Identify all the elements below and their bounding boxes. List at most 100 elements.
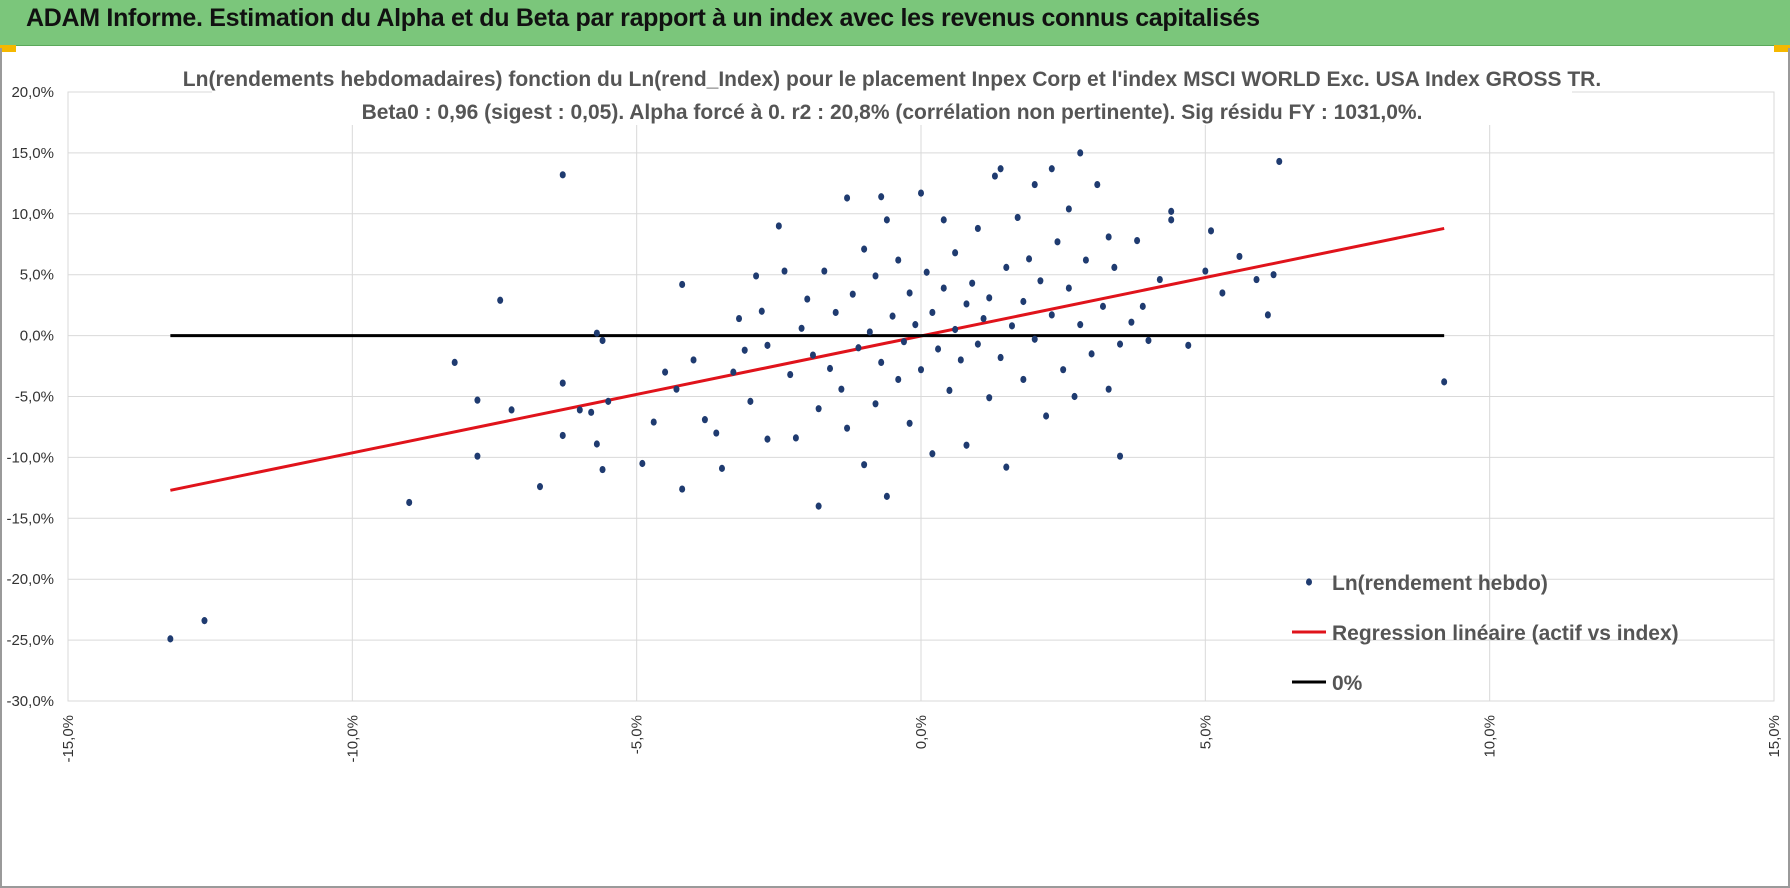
axis-layer: 20,0% 15,0% 10,0% 5,0% 0,0% -5,0% -10,0% -15,0%… <box>6 84 1783 763</box>
scatter-point <box>787 370 794 379</box>
y-tick-label: 10,0% <box>11 206 54 223</box>
scatter-point <box>1003 463 1010 471</box>
scatter-point <box>1014 213 1021 222</box>
scatter-point <box>1202 267 1209 275</box>
scatter-point <box>718 464 725 472</box>
scatter-point <box>1156 275 1163 284</box>
scatter-point <box>1048 311 1055 319</box>
chart-title-area: Ln(rendements hebdomadaires) fonction du… <box>183 63 1601 125</box>
scatter-point <box>1099 302 1106 310</box>
scatter-point <box>1088 350 1095 358</box>
scatter-point <box>559 379 566 387</box>
scatter-point <box>758 307 765 315</box>
scatter-point <box>1071 392 1078 401</box>
scatter-point <box>474 452 481 460</box>
scatter-point <box>679 280 686 289</box>
y-tick-label: -30,0% <box>6 693 54 710</box>
scatter-point <box>878 358 885 366</box>
scatter-point <box>963 300 970 308</box>
regression-line <box>170 226 1445 492</box>
scatter-point <box>980 314 987 323</box>
scatter-point <box>781 267 788 275</box>
y-tick-label: -10,0% <box>6 449 54 466</box>
scatter-point <box>1441 378 1448 386</box>
y-tick-label: -15,0% <box>6 510 54 527</box>
scatter-point <box>1048 165 1055 173</box>
scatter-point <box>1117 452 1124 460</box>
y-tick-label: 0,0% <box>20 328 54 345</box>
scatter-point <box>1208 227 1215 235</box>
y-tick-label: -20,0% <box>6 571 54 588</box>
scatter-point <box>1031 180 1038 189</box>
scatter-point <box>1077 321 1084 329</box>
scatter-point <box>1077 149 1084 157</box>
scatter-point <box>508 406 515 414</box>
x-tick-label: 5,0% <box>1197 715 1214 749</box>
scatter-point <box>861 461 868 469</box>
x-tick-label: 15,0% <box>1766 715 1783 758</box>
scatter-point <box>559 171 566 179</box>
scatter-point <box>736 314 743 323</box>
scatter-point <box>815 405 822 413</box>
chart-title: Ln(rendements hebdomadaires) fonction du… <box>183 68 1601 91</box>
legend: Ln(rendement hebdo) Regression linéaire (… <box>1292 572 1679 695</box>
scatter-point <box>1094 180 1101 189</box>
scatter-point <box>593 440 600 448</box>
scatter-point <box>747 397 754 405</box>
scatter-point <box>1105 385 1112 393</box>
scatter-point <box>764 341 771 349</box>
y-tick-label: 5,0% <box>20 267 54 284</box>
scatter-point <box>832 308 839 317</box>
scatter-point <box>798 324 805 332</box>
scatter-point <box>974 224 981 233</box>
scatter-point <box>963 441 970 449</box>
scatter-point <box>497 296 504 304</box>
scatter-point <box>895 375 902 384</box>
scatter-point <box>474 396 481 404</box>
scatter-point <box>883 492 890 500</box>
scatter-point <box>1020 297 1027 306</box>
scatter-point <box>1082 256 1089 264</box>
scatter-point <box>997 353 1004 362</box>
scatter-point <box>639 459 646 468</box>
scatter-point <box>849 290 856 298</box>
x-tick-label: -5,0% <box>629 715 646 754</box>
scatter-point <box>906 419 913 427</box>
scatter-point <box>673 385 680 393</box>
scatter-point <box>906 289 913 297</box>
scatter-point <box>1128 318 1135 326</box>
scatter-point <box>821 267 828 275</box>
scatter-point <box>599 336 606 345</box>
scatter-point <box>1026 255 1033 263</box>
scatter-point <box>935 345 942 353</box>
scatter-point <box>1003 263 1010 271</box>
scatter-point <box>713 429 720 437</box>
scatter-point <box>559 431 566 440</box>
scatter-point <box>167 635 174 643</box>
scatter-point <box>946 386 953 395</box>
scatter-point <box>451 358 458 366</box>
y-tick-label: -5,0% <box>15 389 54 406</box>
x-tick-label: -10,0% <box>344 715 361 763</box>
scatter-point <box>1008 322 1015 330</box>
y-tick-label: 15,0% <box>11 145 54 162</box>
scatter-point <box>855 344 862 352</box>
scatter-point <box>1185 341 1192 349</box>
scatter-point <box>588 408 595 416</box>
scatter-point <box>1270 271 1277 279</box>
scatter-point <box>1043 412 1050 420</box>
scatter-point <box>804 295 811 303</box>
scatter-point <box>900 338 907 346</box>
scatter-point <box>1139 302 1146 310</box>
scatter-point <box>1276 157 1283 166</box>
scatter-point <box>1037 277 1044 285</box>
scatter-point <box>1236 252 1243 261</box>
scatter-point <box>605 397 612 405</box>
scatter-point <box>792 434 799 442</box>
scatter-point <box>844 424 851 432</box>
corner-marker-left <box>0 45 16 52</box>
scatter-point <box>1111 263 1118 271</box>
scatter-point <box>809 351 816 359</box>
y-tick-label: -25,0% <box>6 632 54 649</box>
scatter-point <box>690 356 697 364</box>
